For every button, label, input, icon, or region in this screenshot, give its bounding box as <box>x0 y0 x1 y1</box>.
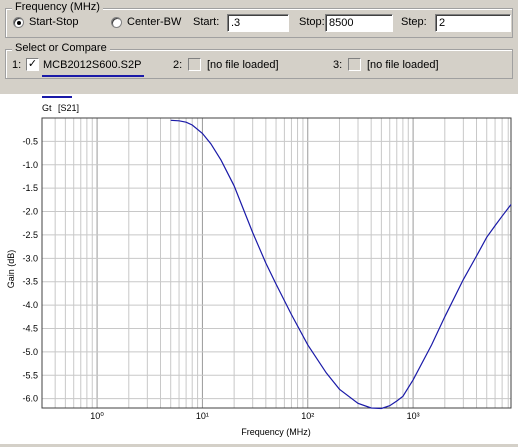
start-label: Start: <box>193 16 220 28</box>
slot-1-underline <box>42 75 144 77</box>
y-tick-label: -1.0 <box>22 160 38 170</box>
x-tick-label: 10³ <box>407 411 420 421</box>
center-bw-label[interactable]: Center-BW <box>127 16 182 28</box>
y-tick-label: -6.0 <box>22 394 38 404</box>
legend-s21: [S21] <box>58 103 79 113</box>
slot-2-checkbox[interactable] <box>188 58 201 71</box>
start-stop-label[interactable]: Start-Stop <box>29 16 79 28</box>
chart-grid <box>41 118 511 408</box>
chart-panel: Gt [S21] -0.5 -1.0 -1.5 -2.0 -2.5 -3.0 -3.5 -4.… <box>0 94 518 444</box>
slot-1-number: 1: <box>12 59 22 71</box>
x-tick-label: 10² <box>301 411 314 421</box>
select-compare-legend: Select or Compare <box>12 42 110 54</box>
y-tick-labels: -0.5 -1.0 -1.5 -2.0 -2.5 -3.0 -3.5 -4.0 -4.5 -5.0… <box>22 136 38 403</box>
select-compare-group: Select or Compare <box>5 42 513 79</box>
slot-1-checkbox[interactable]: ✓ <box>26 58 39 71</box>
frequency-group: Frequency (MHz) <box>5 1 513 38</box>
slot-3-checkbox[interactable] <box>348 58 361 71</box>
y-tick-label: -5.0 <box>22 347 38 357</box>
y-tick-label: -4.5 <box>22 323 38 333</box>
y-axis-label: Gain (dB) <box>6 250 16 289</box>
slot-3-file[interactable]: [no file loaded] <box>367 59 439 71</box>
y-tick-label: -2.0 <box>22 207 38 217</box>
y-tick-label: -1.5 <box>22 183 38 193</box>
gt-s21-trace <box>170 119 512 410</box>
x-tick-label: 10¹ <box>196 411 209 421</box>
slot-2-file[interactable]: [no file loaded] <box>207 59 279 71</box>
y-tick-label: -3.0 <box>22 253 38 263</box>
step-label: Step: <box>401 16 427 28</box>
y-tick-label: -3.5 <box>22 277 38 287</box>
x-tick-label: 10⁰ <box>90 411 104 421</box>
stop-label: Stop: <box>299 16 325 28</box>
x-axis-label: Frequency (MHz) <box>241 427 311 437</box>
stop-input[interactable]: 8500 <box>325 14 393 32</box>
legend-gt: Gt <box>42 103 52 113</box>
step-input[interactable]: 2 <box>435 14 511 32</box>
start-stop-radio[interactable] <box>13 17 24 28</box>
x-tick-labels: 10⁰ 10¹ 10² 10³ <box>90 411 419 421</box>
y-tick-label: -4.0 <box>22 300 38 310</box>
gain-chart: Gt [S21] -0.5 -1.0 -1.5 -2.0 -2.5 -3.0 -3.5 -4.… <box>6 96 512 437</box>
frequency-legend: Frequency (MHz) <box>12 1 103 13</box>
slot-2-number: 2: <box>173 59 183 71</box>
y-tick-label: -2.5 <box>22 230 38 240</box>
y-tick-label: -5.5 <box>22 370 38 380</box>
slot-3-number: 3: <box>333 59 343 71</box>
start-input[interactable]: .3 <box>227 14 289 32</box>
y-tick-label: -0.5 <box>22 136 38 146</box>
plot-frame <box>41 117 512 409</box>
center-bw-radio[interactable] <box>111 17 122 28</box>
slot-1-file[interactable]: MCB2012S600.S2P <box>43 59 142 71</box>
